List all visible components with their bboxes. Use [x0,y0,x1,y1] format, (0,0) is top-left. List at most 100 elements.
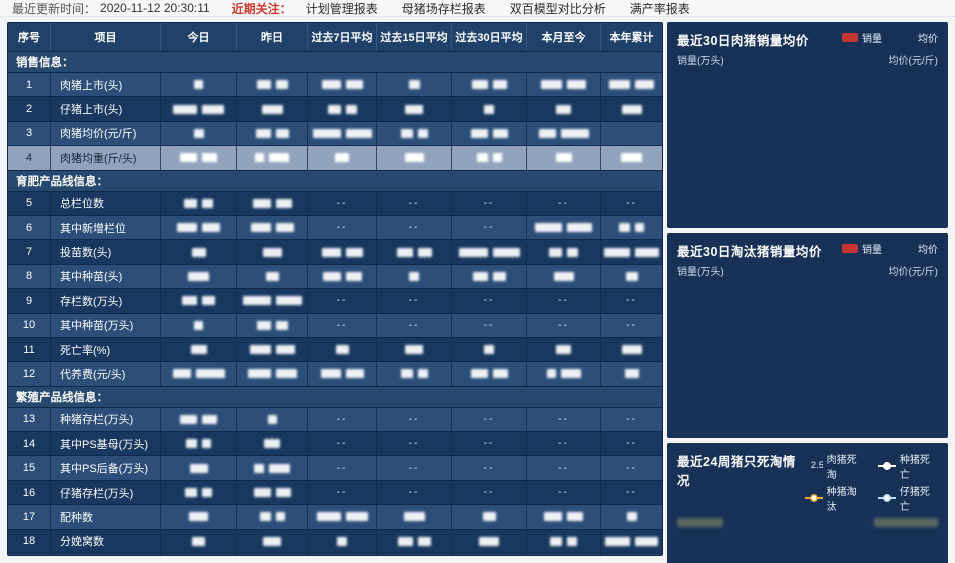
table-row[interactable]: 4 肉猪均重(斤/头) [8,145,662,170]
data-cell [376,146,451,170]
row-item-name: 存栏数(万头) [50,289,160,313]
legend-bar-swatch [842,33,858,42]
data-cell [376,337,451,362]
data-cell [160,191,236,215]
redacted-value [177,223,220,233]
table-row[interactable]: 8 其中种苗(头) [8,263,662,289]
legend-item-均价[interactable]: 10.1410.1810.2210.2610.3011.311.711.1121… [894,241,938,256]
redacted-value [484,345,494,355]
data-cell [600,73,662,97]
table-row[interactable]: 7 投苗数(头) [8,239,662,264]
data-cell: -- [526,407,600,432]
table-row[interactable]: 16 仔猪存栏(万头) -- -- -- -- -- [8,479,662,505]
table-row[interactable]: 2 仔猪上市(头) [8,96,662,121]
legend-item-销量[interactable]: 销量 [842,241,882,256]
legend-item-肉猪死淘[interactable]: 2.510281.56肉猪死淘 [804,451,865,481]
data-cell [451,337,526,362]
table-row[interactable]: 11 死亡率(%) [8,336,662,362]
no-data-dashes: -- [483,222,495,234]
no-data-dashes: -- [626,197,637,209]
redacted-value [471,80,507,90]
table-row[interactable]: 15 其中PS后备(万头) -- -- -- -- -- [8,455,662,480]
svg-text:2.5: 2.5 [810,461,822,471]
report-link-3[interactable]: 双百模型对比分析 [509,1,606,16]
redacted-value [335,153,349,163]
data-cell [376,554,451,555]
redacted-value [186,439,211,449]
data-cell: -- [526,432,600,456]
redacted-value [541,80,586,90]
redacted-value [180,153,217,163]
redacted-value [172,369,225,379]
data-cell [526,554,600,555]
data-cell: -- [451,215,526,240]
table-row[interactable]: 18 分娩窝数 [8,528,662,554]
report-link-4[interactable]: 满产率报表 [629,1,690,16]
table-row[interactable]: 19窝均活仔(头/窝) [8,553,662,555]
data-cell [236,240,307,264]
data-cell [600,337,662,362]
data-cell [451,264,526,289]
no-data-dashes: -- [408,222,420,234]
legend-item-销量[interactable]: 销量 [842,30,882,45]
row-index: 6 [8,215,50,240]
chart-death-cull-24w-panel: 最近24周猪只死淘情况 2.510281.56肉猪死淘种猪死亡种猪淘汰仔猪死亡 [667,443,948,563]
legend-item-种猪淘汰[interactable]: 种猪淘汰 [804,483,865,513]
redacted-value [553,271,574,281]
chart2-title: 最近30日淘汰猪销量均价 [677,245,822,259]
row-item-name: 代养费(元/头) [50,362,160,386]
table-row[interactable]: 14 其中PS基母(万头) -- -- -- -- -- [8,431,662,456]
table-row[interactable]: 5 总栏位数 -- -- -- -- -- [8,190,662,215]
table-row[interactable]: 9 存栏数(万头) -- -- -- -- -- [8,288,662,313]
table-row[interactable]: 1 肉猪上市(头) [8,72,662,97]
redacted-value [604,247,659,257]
table-row[interactable]: 10 其中种苗(万头) -- -- -- -- -- [8,312,662,337]
report-link-2[interactable]: 母猪场存栏报表 [401,1,486,16]
data-cell [236,505,307,529]
row-index: 10 [8,313,50,337]
redacted-value [404,153,424,163]
data-cell [376,529,451,554]
data-cell [526,97,600,121]
redacted-value [624,369,639,379]
report-link-1[interactable]: 计划管理报表 [305,1,378,16]
redacted-value [252,198,292,208]
data-cell: -- [526,289,600,313]
data-cell: -- [526,480,600,505]
data-cell [160,264,236,289]
data-cell [600,240,662,264]
row-index: 16 [8,480,50,505]
table-row[interactable]: 17 配种数 [8,504,662,529]
data-cell [451,505,526,529]
no-data-dashes: -- [626,319,637,331]
legend-item-种猪死亡[interactable]: 种猪死亡 [877,451,938,481]
no-data-dashes: -- [626,487,637,499]
data-cell [526,146,600,170]
data-cell: -- [600,289,662,313]
row-index: 11 [8,337,50,362]
data-cell [376,73,451,97]
table-row[interactable]: 3 肉猪均价(元/斤) [8,120,662,146]
data-cell: -- [451,432,526,456]
row-item-name: 肉猪上市(头) [50,73,160,97]
data-cell [307,73,376,97]
data-cell [526,529,600,554]
data-cell: -- [526,313,600,337]
table-row[interactable]: 13 种猪存栏(万头) -- -- -- -- -- [8,406,662,432]
column-header: 昨日 [236,23,307,51]
data-cell [451,554,526,555]
legend-item-仔猪死亡[interactable]: 仔猪死亡 [877,483,938,513]
table-row[interactable]: 6 其中新增栏位 -- -- -- [8,214,662,240]
row-index: 4 [8,146,50,170]
redacted-value [409,271,419,281]
redacted-value [621,104,642,114]
no-data-dashes: -- [626,438,637,450]
data-cell: -- [307,215,376,240]
legend-item-均价[interactable]: 10.1410.1810.2210.2610.3011.311.711.111均… [894,30,938,45]
table-row[interactable]: 12 代养费(元/头) [8,361,662,386]
legend-line-swatch [877,494,896,502]
data-cell [600,362,662,386]
redacted-value [261,104,283,114]
data-cell [236,146,307,170]
data-cell: -- [376,313,451,337]
